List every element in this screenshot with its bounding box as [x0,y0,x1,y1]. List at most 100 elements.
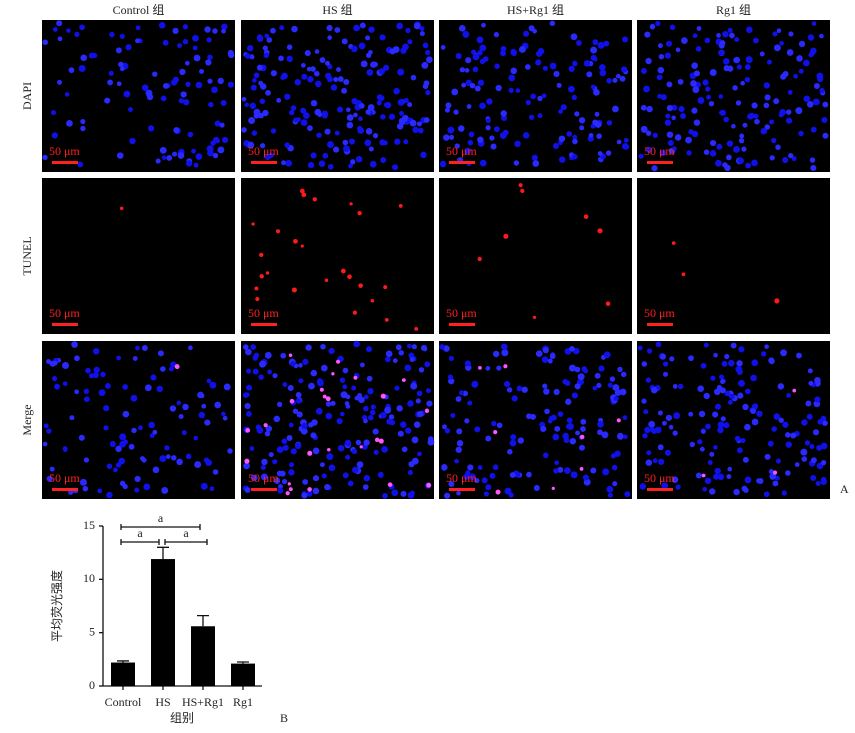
nucleus [159,455,167,463]
nucleus [646,105,653,113]
nucleus [810,164,817,172]
nucleus [302,358,309,365]
nucleus [764,453,771,460]
nucleus [103,425,109,431]
nucleus [494,63,500,69]
nucleus [396,123,404,130]
nucleus [622,36,629,43]
micrograph [241,178,434,334]
nucleus [784,432,791,438]
nucleus [544,408,550,415]
nucleus [397,98,405,106]
nucleus [423,117,430,123]
nucleus [268,452,274,458]
bar [191,626,215,686]
nucleus [577,373,585,381]
nucleus [298,378,304,384]
apoptotic-cell [300,244,304,248]
nucleus [307,125,313,132]
nucleus [590,46,598,54]
nucleus [811,21,817,26]
nucleus [49,466,55,472]
nucleus [733,146,740,153]
nucleus [500,110,507,117]
nucleus [606,120,613,126]
nucleus [812,98,820,106]
apoptotic-cell [370,298,375,303]
nucleus [485,365,491,371]
nucleus [798,40,806,48]
nucleus [270,128,277,134]
nucleus [491,420,497,427]
nucleus [740,437,746,444]
nucleus [176,458,183,466]
nucleus [559,156,566,163]
nucleus [741,485,748,492]
nucleus [221,28,226,34]
nucleus [250,84,257,91]
nucleus [752,37,759,44]
nucleus [675,484,681,490]
nucleus [255,424,262,430]
nucleus [677,78,684,85]
nucleus [131,427,137,434]
nucleus [483,491,489,497]
apoptotic-cell [520,188,525,194]
nucleus [92,372,99,379]
nucleus [499,50,507,57]
nucleus [290,361,296,367]
y-axis-title: 平均荧光强度 [49,570,64,642]
nucleus [597,429,603,436]
nucleus [474,477,480,484]
nucleus [817,419,824,425]
apoptotic-cell [424,408,430,413]
nucleus [489,472,496,479]
nucleus [380,411,387,419]
nucleus [732,85,738,91]
nucleus [262,109,269,117]
nucleus [182,38,189,45]
nucleus [273,415,281,423]
nucleus [638,153,644,159]
nucleus [399,110,405,116]
nucleus [657,66,665,74]
nucleus [454,143,460,149]
nucleus [809,50,815,57]
nucleus [345,394,351,400]
apoptotic-cell [495,489,501,495]
nucleus [259,98,266,105]
nucleus [616,139,622,145]
apoptotic-cell [532,315,537,319]
nucleus [552,142,560,150]
nucleus [471,49,477,55]
nucleus [267,369,273,375]
nucleus [368,26,375,33]
nucleus [442,424,447,430]
error-bar [117,660,129,663]
nucleus [645,377,651,383]
nucleus [678,106,685,113]
apoptotic-cell [288,487,293,492]
nucleus [358,42,366,50]
nucleus [640,67,647,74]
nucleus [459,67,466,73]
nucleus [259,360,266,368]
nucleus [380,157,387,163]
apoptotic-cell [374,437,380,443]
nucleus [814,396,821,403]
nucleus [288,469,295,476]
nucleus [342,472,349,479]
nucleus [501,114,508,121]
nucleus [651,428,658,435]
nucleus [597,421,604,428]
row-label: Merge [20,404,34,435]
nucleus [726,474,732,480]
nucleus [791,156,797,162]
nucleus [665,40,673,47]
nucleus [135,25,141,31]
nucleus [771,137,777,144]
nucleus [688,355,694,362]
scale-bar [647,323,673,326]
significance-bracket [120,524,201,530]
nucleus [372,133,379,139]
